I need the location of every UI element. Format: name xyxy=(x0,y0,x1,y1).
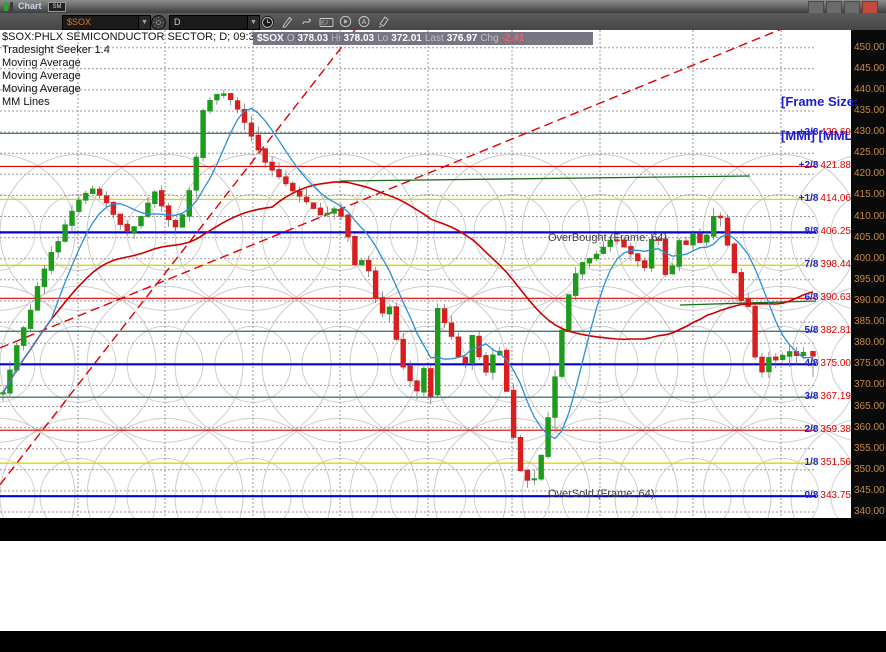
svg-text:A: A xyxy=(362,19,367,26)
svg-text:EJ: EJ xyxy=(321,21,328,27)
